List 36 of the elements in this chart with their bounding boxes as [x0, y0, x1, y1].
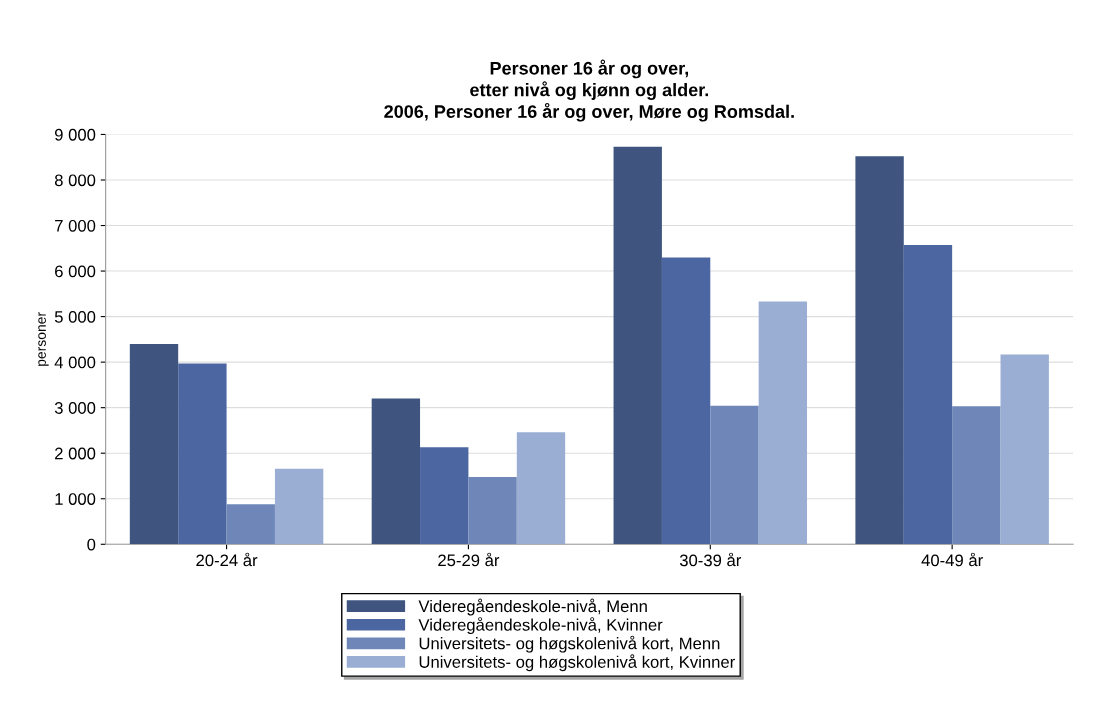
- y-tick-label: 5 000: [54, 311, 96, 323]
- bar: [274, 468, 324, 545]
- bar: [516, 432, 566, 545]
- y-tick-label: 8 000: [54, 174, 96, 187]
- y-tick-label: 2 000: [55, 447, 96, 460]
- y-tick-label: 4 000: [54, 356, 96, 369]
- y-tick-label: 7 000: [55, 219, 96, 232]
- chart-title: Personer 16 år og over, etter nivå og kjønn og alder. 2006, Personer 16 år og over, Møre og Romsdal.: [384, 59, 794, 122]
- x-tick-label: 25-29 år: [438, 552, 500, 567]
- bar: [903, 245, 953, 545]
- x-tick-label: 20-24 år: [196, 552, 258, 567]
- bar: [710, 405, 759, 545]
- y-tick-label: 0: [87, 538, 96, 551]
- legend-label: Universitets- og høgskolenivå kort, Kvinner: [419, 654, 735, 672]
- legend-label: Universitets- og høgskolenivå kort, Menn: [419, 635, 720, 653]
- bar: [952, 406, 1001, 545]
- bar: [129, 343, 179, 545]
- legend-label: Videregåendeskole-nivå, Kvinner: [418, 617, 663, 635]
- y-tick-label: 3 000: [54, 402, 96, 414]
- bar: [661, 257, 711, 545]
- bar: [613, 146, 662, 545]
- bar: [226, 504, 275, 545]
- x-tick-label: 30-39 år: [679, 552, 742, 567]
- bar: [758, 301, 808, 545]
- y-tick-label: 9 000: [55, 128, 96, 141]
- bar: [178, 363, 227, 545]
- legend-label: Videregåendeskole-nivå, Menn: [418, 598, 647, 616]
- y-tick-label: 6 000: [55, 265, 96, 278]
- bar: [855, 156, 904, 545]
- bar: [468, 476, 517, 545]
- y-axis-title: personer: [38, 312, 49, 366]
- y-tick-label: 1 000: [55, 493, 96, 505]
- x-tick-label: 40-49 år: [921, 552, 983, 567]
- bar: [420, 447, 469, 545]
- bar: [1000, 354, 1049, 545]
- bar: [371, 398, 421, 545]
